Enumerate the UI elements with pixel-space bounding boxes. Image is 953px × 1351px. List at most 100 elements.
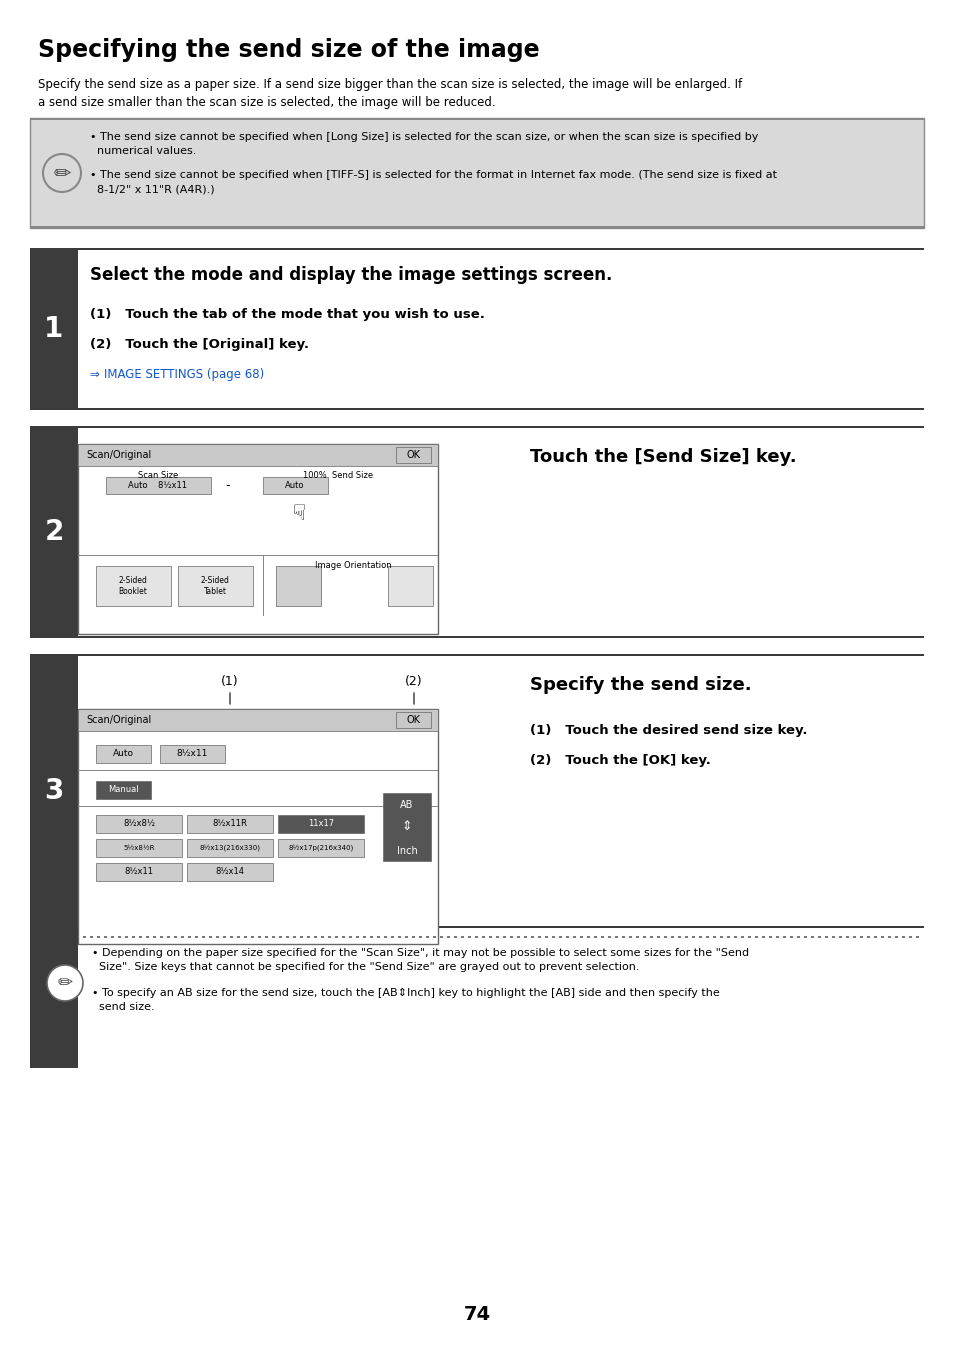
Bar (299, 936, 303, 938)
Bar (768, 936, 772, 938)
Bar (628, 936, 632, 938)
Bar (293, 936, 296, 938)
Bar (307, 936, 310, 938)
Bar (502, 936, 506, 938)
Text: 8½x11R: 8½x11R (213, 820, 247, 828)
Bar (586, 936, 590, 938)
Bar (76, 936, 79, 938)
Bar (132, 936, 135, 938)
Text: Scan Size: Scan Size (138, 471, 178, 481)
Bar (263, 477, 328, 494)
Text: ✏: ✏ (57, 974, 72, 992)
Bar (187, 839, 273, 857)
Text: Select the mode and display the image settings screen.: Select the mode and display the image se… (90, 266, 612, 284)
Bar (684, 936, 688, 938)
Text: • The send size cannot be specified when [TIFF-S] is selected for the format in : • The send size cannot be specified when… (90, 170, 776, 180)
Text: • Depending on the paper size specified for the "Scan Size", it may not be possi: • Depending on the paper size specified … (91, 948, 748, 958)
Bar (838, 936, 841, 938)
Bar (873, 936, 877, 938)
Bar (328, 936, 331, 938)
Text: (1)   Touch the tab of the mode that you wish to use.: (1) Touch the tab of the mode that you w… (90, 308, 484, 322)
Bar (481, 936, 485, 938)
Text: Size". Size keys that cannot be specified for the "Send Size" are grayed out to : Size". Size keys that cannot be specifie… (91, 962, 639, 971)
Bar (866, 936, 869, 938)
Bar (852, 936, 856, 938)
Bar (277, 839, 364, 857)
Bar (257, 936, 261, 938)
Bar (30, 654, 78, 928)
Bar (384, 936, 387, 938)
Bar (496, 936, 499, 938)
Bar (397, 936, 401, 938)
Bar (30, 654, 923, 657)
Bar (810, 936, 814, 938)
Bar (552, 936, 555, 938)
Text: 8-1/2" x 11"R (A4R).): 8-1/2" x 11"R (A4R).) (90, 184, 214, 195)
Bar (106, 477, 211, 494)
Bar (30, 636, 923, 638)
Bar (62, 936, 66, 938)
Text: 8½x11: 8½x11 (176, 750, 208, 758)
Bar (152, 936, 156, 938)
Bar (215, 936, 219, 938)
Bar (447, 936, 450, 938)
Bar (194, 936, 198, 938)
Text: OK: OK (407, 715, 420, 725)
Bar (796, 936, 800, 938)
Text: 74: 74 (463, 1305, 490, 1324)
Text: Auto: Auto (112, 750, 133, 758)
Bar (782, 936, 785, 938)
Bar (901, 936, 904, 938)
Bar (96, 744, 151, 763)
Bar (251, 936, 254, 938)
Bar (454, 936, 457, 938)
Bar (775, 936, 779, 938)
Text: AB: AB (400, 800, 414, 811)
Text: ⇒: ⇒ (90, 367, 104, 381)
Bar (202, 936, 205, 938)
Bar (30, 118, 923, 228)
Text: 1: 1 (45, 315, 64, 343)
Bar (657, 936, 659, 938)
Bar (272, 936, 275, 938)
Bar (209, 936, 213, 938)
Bar (167, 936, 171, 938)
Bar (244, 936, 247, 938)
Bar (615, 936, 618, 938)
Text: ⇕: ⇕ (401, 820, 412, 834)
Text: 11x17: 11x17 (308, 820, 334, 828)
Text: Specify the send size.: Specify the send size. (530, 676, 751, 694)
Text: Scan/Original: Scan/Original (86, 450, 152, 459)
Text: numerical values.: numerical values. (90, 146, 196, 155)
Bar (747, 936, 751, 938)
Text: Manual: Manual (108, 785, 138, 794)
Bar (278, 936, 282, 938)
Bar (803, 936, 806, 938)
Bar (391, 936, 395, 938)
Bar (320, 936, 324, 938)
Bar (118, 936, 121, 938)
Bar (831, 936, 835, 938)
Bar (824, 936, 827, 938)
Bar (517, 936, 520, 938)
Bar (579, 936, 583, 938)
Text: (1): (1) (221, 676, 238, 689)
Bar (395, 447, 431, 463)
Bar (30, 249, 78, 409)
Bar (670, 936, 674, 938)
Text: (2): (2) (405, 676, 422, 689)
Text: a send size smaller than the scan size is selected, the image will be reduced.: a send size smaller than the scan size i… (38, 96, 496, 109)
Bar (712, 936, 716, 938)
Bar (370, 936, 374, 938)
Bar (30, 928, 78, 1069)
Bar (83, 936, 87, 938)
Bar (349, 936, 352, 938)
Bar (439, 936, 443, 938)
Bar (277, 815, 364, 834)
Bar (691, 936, 695, 938)
Bar (699, 936, 701, 938)
Text: Auto    8½x11: Auto 8½x11 (129, 481, 188, 490)
Bar (395, 712, 431, 728)
Bar (523, 936, 527, 938)
Bar (621, 936, 625, 938)
